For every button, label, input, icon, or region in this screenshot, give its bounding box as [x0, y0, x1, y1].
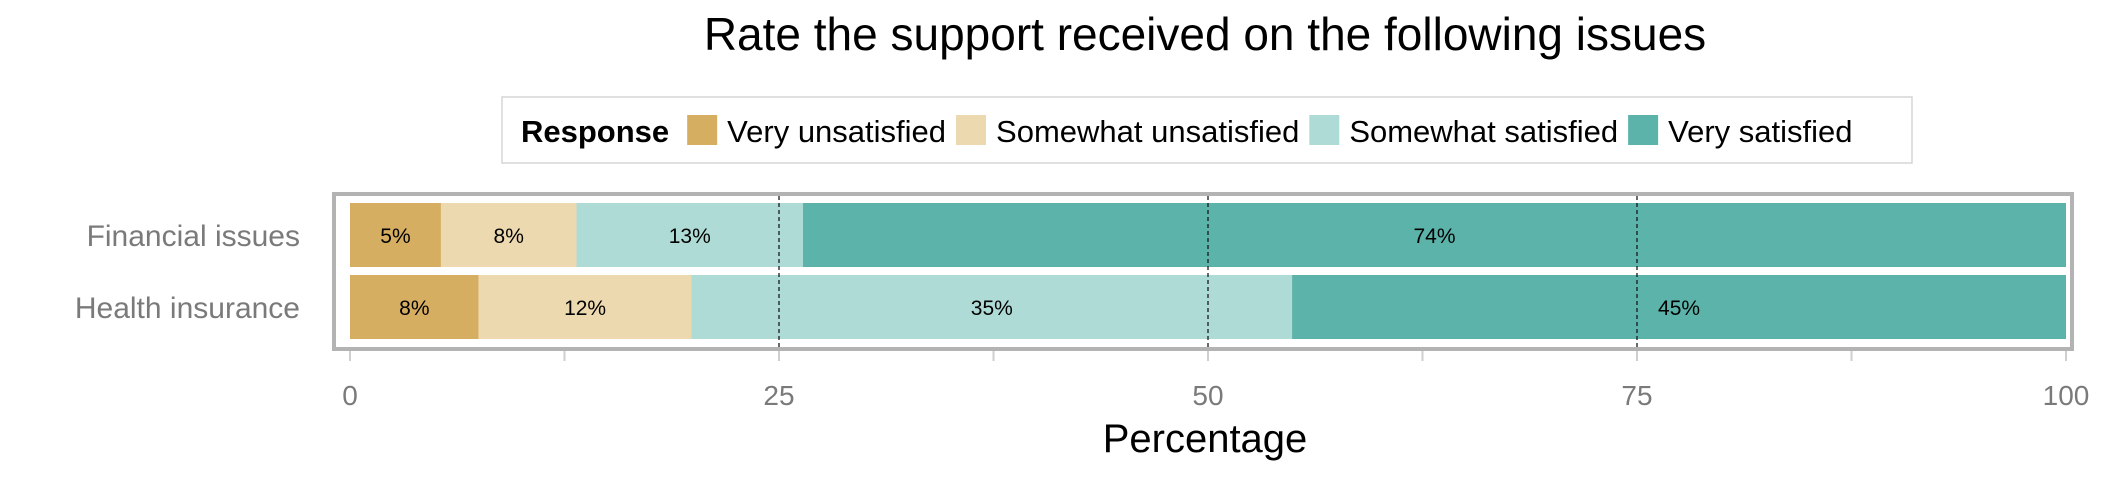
legend-entry: Very satisfied — [1668, 114, 1852, 149]
data-label: 8% — [399, 297, 429, 320]
category-label: Health insurance — [75, 292, 300, 325]
x-tick-label: 75 — [1621, 380, 1652, 411]
bar-segment — [350, 275, 479, 339]
data-label: 74% — [1413, 225, 1455, 248]
legend-entry: Somewhat satisfied — [1349, 114, 1618, 149]
legend-entry: Somewhat unsatisfied — [996, 114, 1299, 149]
x-tick-label: 100 — [2043, 380, 2090, 411]
data-label: 12% — [564, 297, 606, 320]
x-axis-title: Percentage — [1103, 417, 1308, 461]
legend-box — [501, 96, 1913, 164]
data-label: 45% — [1658, 297, 1700, 320]
legend-swatch — [687, 115, 718, 145]
data-label: 5% — [380, 225, 410, 248]
x-tick-label: 50 — [1192, 380, 1223, 411]
legend: Response Very unsatisfied Somewhat unsati… — [501, 96, 1913, 164]
bar-segment — [576, 203, 804, 267]
legend-entry: Very unsatisfied — [727, 114, 946, 149]
data-label: 35% — [971, 297, 1013, 320]
legend-swatch — [956, 115, 987, 145]
bar-segment — [440, 203, 577, 267]
bar-segment — [691, 275, 1293, 339]
category-label: Financial issues — [87, 220, 300, 253]
legend-swatch — [1309, 115, 1340, 145]
bar-segment — [1292, 275, 2066, 339]
bar-segment — [803, 203, 2067, 267]
plot-panel-border — [332, 192, 2074, 351]
bar-segment — [478, 275, 692, 339]
data-label: 13% — [669, 225, 711, 248]
legend-swatch — [1628, 115, 1659, 145]
data-label: 8% — [494, 225, 524, 248]
x-tick-label: 0 — [342, 380, 358, 411]
x-tick-label: 25 — [763, 380, 794, 411]
chart-title: Rate the support received on the followi… — [704, 8, 1706, 60]
bar-segment — [350, 203, 441, 267]
legend-title: Response — [521, 114, 669, 149]
